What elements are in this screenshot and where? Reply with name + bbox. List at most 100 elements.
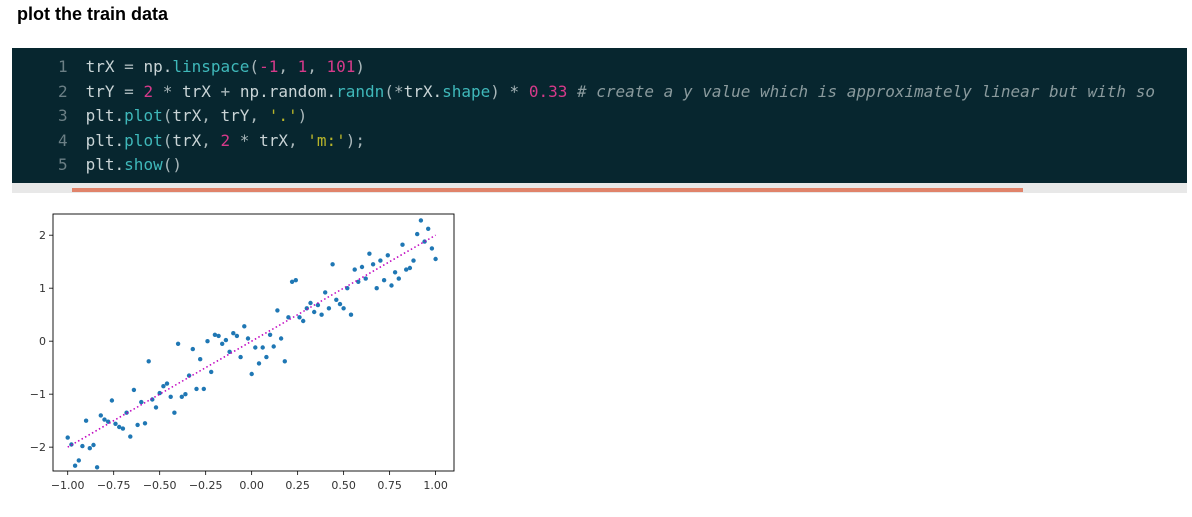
data-point: [363, 276, 368, 281]
data-point: [113, 421, 118, 426]
code-token: 2: [143, 81, 154, 101]
data-point: [238, 354, 243, 360]
code-token: '.': [268, 106, 298, 125]
code-token: ) *: [490, 81, 529, 101]
y-tick-label: −1: [30, 388, 46, 401]
data-point: [286, 315, 291, 320]
code-token: -1: [259, 57, 279, 76]
code-line[interactable]: 4 plt.plot(trX, 2 * trX, 'm:');: [58, 129, 365, 153]
data-point: [72, 463, 78, 468]
y-tick-label: 1: [39, 282, 46, 295]
data-point: [94, 465, 100, 470]
data-point: [65, 435, 70, 440]
data-point: [381, 278, 387, 283]
code-token: # create a y value which is approximatel…: [576, 81, 1155, 101]
code-token: 101: [326, 57, 356, 76]
data-point: [341, 306, 346, 311]
code-token: trY: [85, 81, 115, 101]
code-token: 0.33: [528, 81, 568, 101]
line-number: 2: [58, 81, 68, 101]
data-point: [264, 354, 269, 360]
code-token: ): [355, 57, 366, 76]
code-token: trY: [220, 106, 250, 125]
data-point: [275, 308, 280, 313]
data-point: [142, 421, 148, 426]
data-point: [223, 337, 229, 343]
x-tick-label: 0.50: [331, 479, 356, 492]
y-tick-label: 0: [39, 335, 46, 348]
code-line[interactable]: 2 trY = 2 * trX + np.random.randn(*trX.s…: [58, 80, 1155, 104]
line-number: 3: [58, 106, 68, 125]
data-point: [374, 286, 379, 291]
data-point: [205, 339, 210, 344]
data-point: [293, 278, 298, 283]
data-point: [433, 256, 438, 262]
data-point: [367, 251, 372, 256]
data-point: [168, 394, 173, 399]
data-point: [83, 418, 89, 423]
code-token: plot: [124, 130, 163, 150]
data-point: [426, 226, 431, 231]
data-point: [172, 410, 177, 415]
data-point: [139, 399, 144, 405]
code-line[interactable]: 3 plt.plot(trX, trY, '.'): [58, 104, 307, 128]
code-cell[interactable]: 1 trX = np.linspace(-1, 1, 101) 2 trY = 2…: [12, 48, 1187, 183]
data-point: [429, 246, 435, 251]
data-point: [396, 276, 401, 281]
data-point: [415, 231, 420, 237]
data-point: [128, 434, 133, 439]
data-point: [153, 405, 159, 410]
code-token: plt.: [85, 155, 125, 174]
code-token: ,: [201, 130, 221, 150]
data-point: [194, 386, 199, 392]
data-point: [150, 397, 155, 402]
y-tick-label: 2: [39, 229, 46, 242]
data-point: [260, 345, 265, 350]
data-point: [301, 318, 306, 324]
data-point: [91, 442, 96, 448]
code-token: (: [249, 57, 260, 76]
data-point: [319, 312, 324, 317]
data-point: [392, 270, 398, 275]
data-point: [304, 306, 309, 311]
data-point: [253, 345, 258, 350]
output-plot: −1.00 −0.75 −0.50 −0.25 0.00 0.25 0.50 0.75 1.00…: [30, 213, 455, 492]
code-line[interactable]: 1 trX = np.linspace(-1, 1, 101): [58, 55, 365, 79]
code-token: ,: [201, 106, 221, 125]
code-line[interactable]: 5 plt.show(): [58, 153, 182, 177]
x-tick-label: −1.00: [51, 479, 85, 492]
data-point: [385, 253, 390, 258]
data-point: [378, 258, 383, 263]
code-token: [567, 82, 577, 101]
plot-frame: [52, 213, 455, 472]
data-point: [308, 300, 313, 306]
y-tick-label: −2: [30, 441, 46, 454]
code-token: ,: [287, 130, 308, 150]
code-token: randn: [336, 81, 385, 101]
data-point: [348, 312, 354, 317]
x-tick-label: −0.25: [189, 479, 223, 492]
data-point: [278, 336, 284, 341]
line-number: 1: [58, 57, 68, 76]
data-point: [216, 333, 221, 339]
data-point: [370, 262, 376, 267]
data-point: [256, 361, 262, 366]
data-point: [198, 357, 203, 362]
code-token: shape: [442, 81, 491, 101]
code-token: plt.: [85, 130, 125, 150]
x-tick-label: 1.00: [423, 479, 448, 492]
code-token: np.: [143, 57, 173, 76]
code-token: trX: [259, 130, 288, 150]
code-token: (: [162, 130, 173, 150]
data-point: [201, 386, 206, 392]
code-token: np.random.: [239, 81, 337, 101]
x-tick-label: −0.50: [143, 479, 177, 492]
code-token: show: [124, 155, 163, 174]
data-point: [315, 302, 321, 308]
code-token: linspace: [172, 57, 250, 76]
horizontal-scrollbar-thumb[interactable]: [72, 188, 1023, 192]
code-token: +: [210, 81, 240, 101]
code-token: (*: [384, 81, 404, 101]
code-token: plt.: [85, 106, 125, 125]
code-token: ,: [249, 106, 269, 125]
